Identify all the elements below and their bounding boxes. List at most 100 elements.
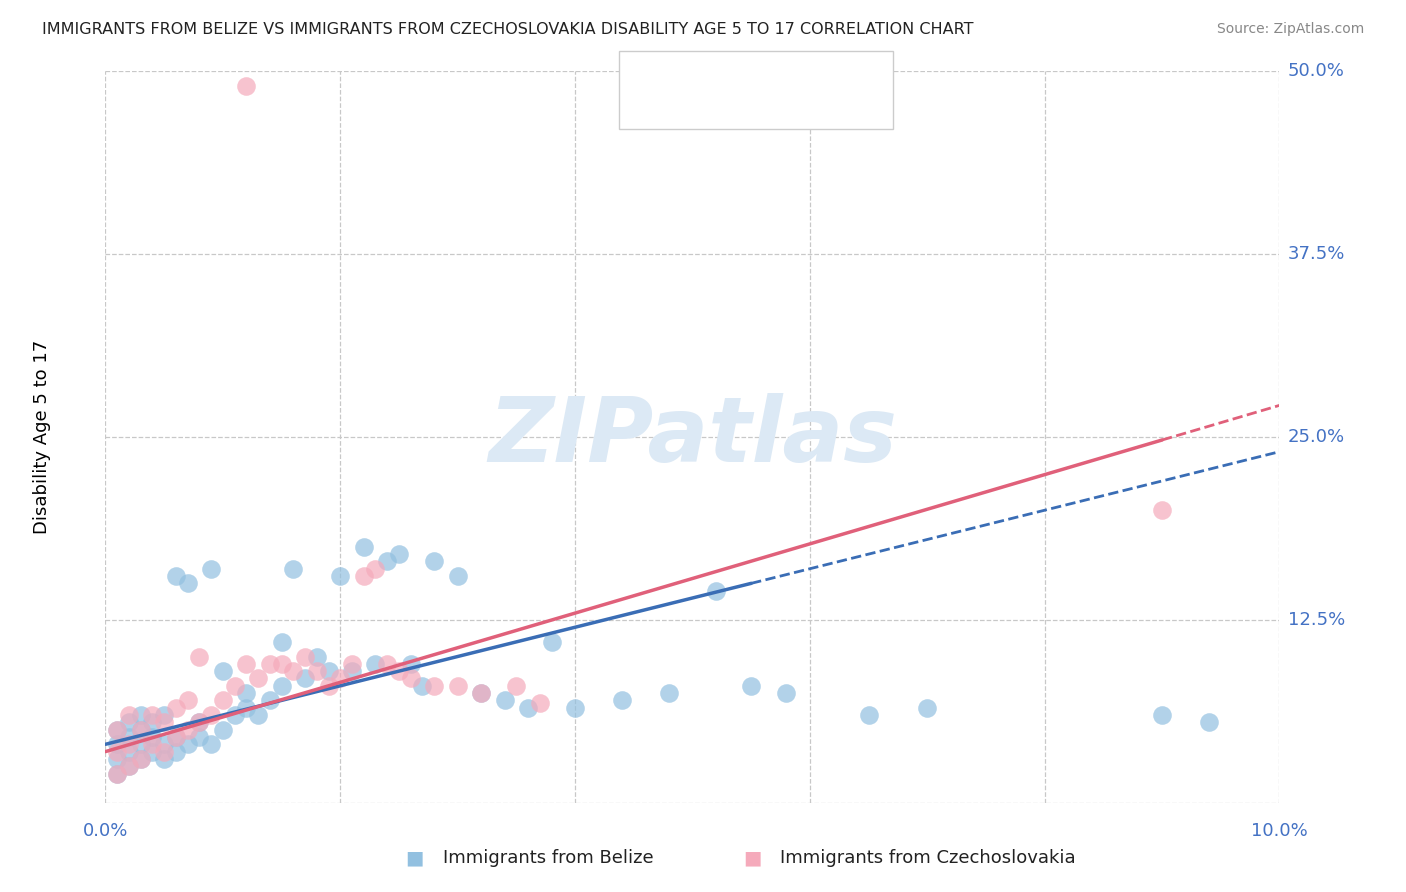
Point — [105, 752, 128, 766]
Text: 25.0%: 25.0% — [1288, 428, 1346, 446]
Point — [141, 737, 163, 751]
Point — [610, 693, 633, 707]
Point — [446, 569, 468, 583]
Point — [411, 679, 433, 693]
Text: Immigrants from Belize: Immigrants from Belize — [443, 849, 654, 867]
Point — [153, 715, 176, 730]
Text: 64: 64 — [789, 62, 811, 80]
Point — [118, 745, 141, 759]
Point — [165, 730, 187, 744]
Text: ■: ■ — [405, 848, 425, 868]
Point — [188, 649, 211, 664]
Point — [364, 657, 387, 671]
Text: R =: R = — [666, 100, 703, 118]
Text: 10.0%: 10.0% — [1251, 822, 1308, 840]
Point — [858, 708, 880, 723]
Point — [188, 730, 211, 744]
Point — [340, 664, 363, 678]
Point — [224, 679, 246, 693]
Point — [270, 679, 292, 693]
Point — [105, 745, 128, 759]
Point — [294, 672, 316, 686]
Point — [446, 679, 468, 693]
Point — [105, 723, 128, 737]
Point — [235, 78, 257, 93]
Point — [118, 730, 141, 744]
Point — [235, 700, 257, 714]
Point — [740, 679, 762, 693]
Point — [129, 708, 152, 723]
Point — [1150, 708, 1173, 723]
Point — [540, 635, 562, 649]
Point — [118, 759, 141, 773]
Point — [364, 562, 387, 576]
Point — [388, 547, 411, 561]
Point — [118, 715, 141, 730]
Point — [270, 657, 292, 671]
Point — [305, 664, 328, 678]
Point — [129, 723, 152, 737]
Point — [353, 569, 375, 583]
Point — [176, 576, 198, 591]
Text: ■: ■ — [742, 848, 762, 868]
Point — [200, 737, 222, 751]
Point — [211, 693, 233, 707]
Point — [118, 759, 141, 773]
Text: ■: ■ — [633, 99, 651, 119]
Point — [129, 752, 152, 766]
Text: Immigrants from Czechoslovakia: Immigrants from Czechoslovakia — [780, 849, 1076, 867]
Text: 12.5%: 12.5% — [1288, 611, 1346, 629]
Point — [165, 569, 187, 583]
Text: ZIPatlas: ZIPatlas — [488, 393, 897, 481]
Point — [129, 752, 152, 766]
Point — [318, 664, 340, 678]
Point — [658, 686, 681, 700]
Point — [211, 664, 233, 678]
Point — [118, 708, 141, 723]
Text: 50.0%: 50.0% — [1288, 62, 1344, 80]
Text: 0.309: 0.309 — [703, 100, 755, 118]
Point — [564, 700, 586, 714]
Point — [423, 554, 446, 568]
Text: Disability Age 5 to 17: Disability Age 5 to 17 — [34, 340, 51, 534]
Point — [247, 672, 270, 686]
Text: IMMIGRANTS FROM BELIZE VS IMMIGRANTS FROM CZECHOSLOVAKIA DISABILITY AGE 5 TO 17 : IMMIGRANTS FROM BELIZE VS IMMIGRANTS FRO… — [42, 22, 974, 37]
Text: 0.390: 0.390 — [703, 62, 755, 80]
Point — [494, 693, 516, 707]
Point — [318, 679, 340, 693]
Point — [153, 737, 176, 751]
Point — [153, 745, 176, 759]
Point — [305, 649, 328, 664]
Point — [105, 723, 128, 737]
Point — [917, 700, 939, 714]
Point — [470, 686, 492, 700]
Point — [224, 708, 246, 723]
Point — [247, 708, 270, 723]
Point — [375, 554, 398, 568]
Point — [505, 679, 527, 693]
Point — [704, 583, 727, 598]
Point — [141, 708, 163, 723]
Point — [200, 708, 222, 723]
Point — [388, 664, 411, 678]
Point — [1150, 503, 1173, 517]
Point — [141, 730, 163, 744]
Point — [211, 723, 233, 737]
Point — [423, 679, 446, 693]
Point — [118, 737, 141, 751]
Point — [176, 723, 198, 737]
Point — [353, 540, 375, 554]
Point — [529, 696, 551, 710]
Point — [105, 766, 128, 780]
Point — [329, 672, 352, 686]
Text: 43: 43 — [789, 100, 813, 118]
Point — [517, 700, 540, 714]
Point — [399, 672, 422, 686]
Point — [105, 737, 128, 751]
Point — [176, 693, 198, 707]
Point — [283, 562, 305, 576]
Point — [270, 635, 292, 649]
Point — [375, 657, 398, 671]
Point — [141, 715, 163, 730]
Point — [259, 693, 281, 707]
